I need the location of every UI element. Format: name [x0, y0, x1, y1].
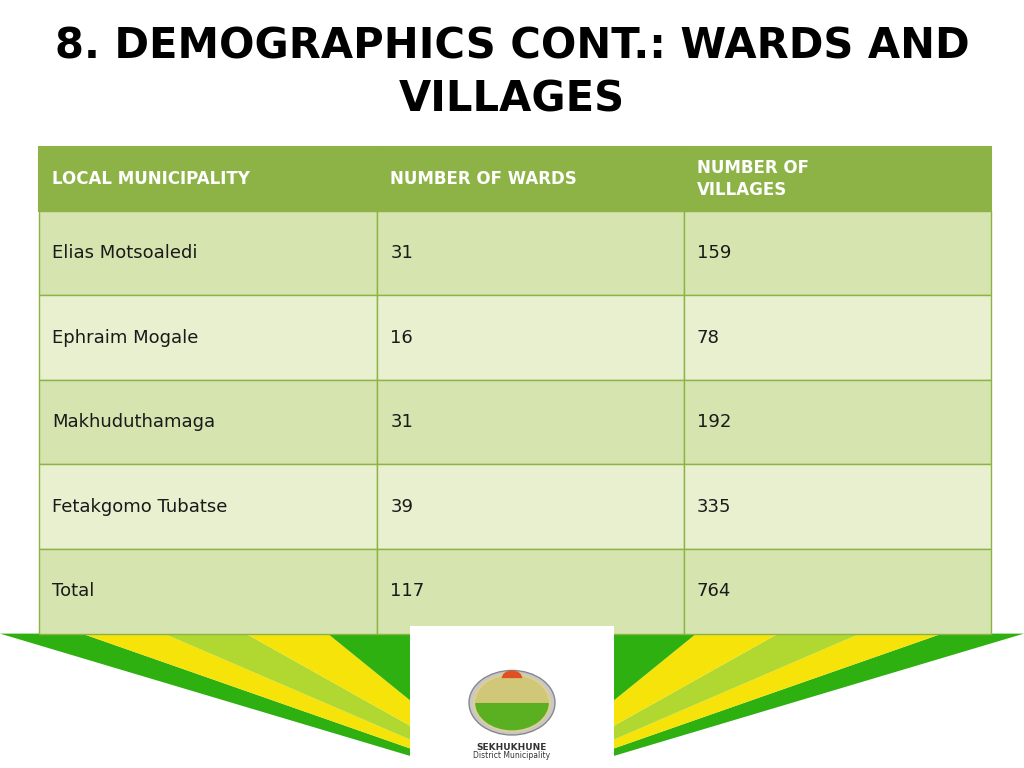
Wedge shape [502, 670, 522, 678]
Text: Elias Motsoaledi: Elias Motsoaledi [52, 244, 198, 262]
Text: 192: 192 [697, 413, 731, 431]
Text: 159: 159 [697, 244, 731, 262]
Polygon shape [548, 634, 942, 768]
Bar [377, 380, 684, 465]
Bar [39, 295, 377, 380]
Text: NUMBER OF WARDS: NUMBER OF WARDS [390, 170, 578, 188]
Bar [39, 380, 377, 465]
Text: Total: Total [52, 582, 94, 601]
Text: LOCAL MUNICIPALITY: LOCAL MUNICIPALITY [52, 170, 250, 188]
Text: Makhuduthamaga: Makhuduthamaga [52, 413, 215, 431]
Text: 31: 31 [390, 244, 413, 262]
Bar [39, 210, 377, 295]
Text: 16: 16 [390, 329, 413, 346]
Bar [684, 147, 991, 210]
Text: 335: 335 [697, 498, 731, 516]
Text: SEKHUKHUNE: SEKHUKHUNE [477, 743, 547, 752]
Text: 31: 31 [390, 413, 413, 431]
Polygon shape [82, 634, 476, 768]
Text: Fetakgomo Tubatse: Fetakgomo Tubatse [52, 498, 227, 516]
Polygon shape [246, 634, 494, 768]
Bar [39, 147, 377, 210]
Bar [684, 210, 991, 295]
Bar [377, 295, 684, 380]
Text: Ephraim Mogale: Ephraim Mogale [52, 329, 199, 346]
Text: 117: 117 [390, 582, 425, 601]
Bar [684, 380, 991, 465]
Wedge shape [475, 703, 549, 730]
Bar [410, 626, 614, 768]
Bar [377, 210, 684, 295]
Text: District Municipality: District Municipality [473, 751, 551, 760]
Circle shape [473, 674, 551, 732]
Bar [39, 549, 377, 634]
Polygon shape [539, 634, 860, 768]
Text: 8. DEMOGRAPHICS CONT.: WARDS AND
VILLAGES: 8. DEMOGRAPHICS CONT.: WARDS AND VILLAGE… [54, 25, 970, 121]
Text: 764: 764 [697, 582, 731, 601]
Polygon shape [164, 634, 485, 768]
Bar [684, 549, 991, 634]
Polygon shape [0, 634, 466, 768]
Circle shape [469, 670, 555, 735]
Text: NUMBER OF
VILLAGES: NUMBER OF VILLAGES [697, 159, 809, 199]
Bar [377, 465, 684, 549]
Wedge shape [475, 675, 549, 703]
Bar [377, 147, 684, 210]
Polygon shape [530, 634, 778, 768]
Bar [377, 549, 684, 634]
Polygon shape [558, 634, 1024, 768]
Bar [684, 295, 991, 380]
Bar [684, 465, 991, 549]
Text: 78: 78 [697, 329, 720, 346]
Polygon shape [328, 634, 502, 768]
Polygon shape [522, 634, 696, 768]
Text: 39: 39 [390, 498, 414, 516]
Bar [39, 465, 377, 549]
